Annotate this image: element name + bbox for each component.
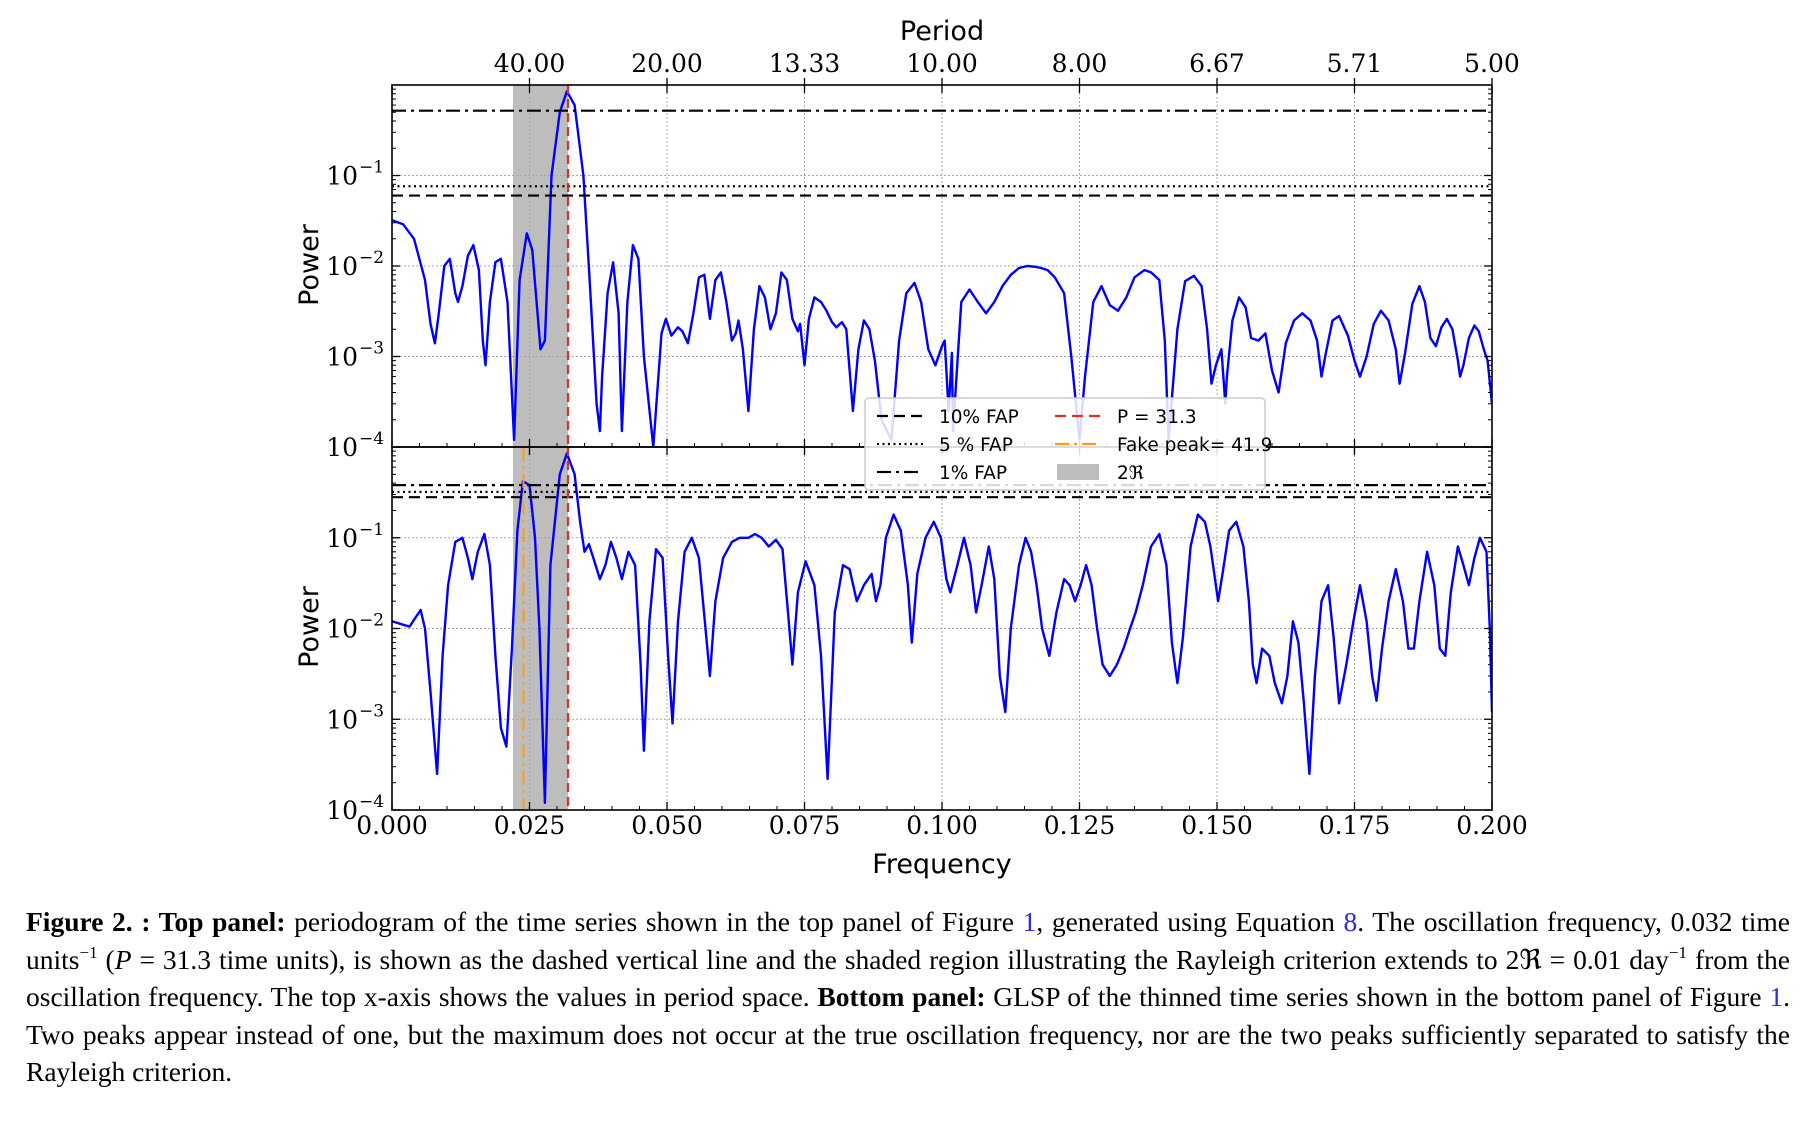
x-tick-label: 0.075	[769, 811, 841, 840]
period-tick-label: 10.00	[906, 49, 978, 78]
legend-entry-label: 10% FAP	[939, 407, 1019, 428]
period-tick-label: 6.67	[1189, 49, 1245, 78]
y-tick-exponent: −1	[359, 158, 384, 178]
caption-text-7: GLSP of the thinned time series shown in…	[985, 981, 1770, 1012]
x-tick-label: 0.025	[494, 811, 566, 840]
y-tick-exponent: −2	[359, 248, 384, 268]
caption-bottom-title: Bottom panel:	[817, 981, 986, 1012]
y-tick-label: 10	[326, 433, 358, 462]
period-tick-label: 40.00	[494, 49, 566, 78]
x-tick-label: 0.175	[1319, 811, 1391, 840]
period-axis-ticks: 40.00 20.00 13.33 10.00 8.00 6.67 5.71 5.00	[494, 49, 1520, 85]
y-tick-exponent: −4	[359, 792, 384, 812]
caption-figure-ref-1[interactable]: 1	[1022, 906, 1037, 937]
caption-separator: :	[132, 906, 159, 937]
caption-equation-ref[interactable]: 8	[1343, 906, 1358, 937]
legend: 10% FAP 5 % FAP 1% FAP P = 31.3 Fake peak= 4…	[864, 397, 1272, 491]
x-tick-label: 0.100	[906, 811, 978, 840]
bottom-panel-y-label: Power	[294, 585, 325, 668]
x-axis-label: Frequency	[872, 849, 1012, 880]
caption-figure-ref-3[interactable]: 1	[1769, 981, 1784, 1012]
y-tick-label: 10	[326, 705, 358, 734]
caption-text-5: = 31.3 time units), is shown as the dash…	[131, 943, 1669, 975]
y-tick-exponent: −3	[359, 339, 384, 359]
x-tick-label: 0.050	[631, 811, 703, 840]
period-tick-label: 5.00	[1464, 49, 1520, 78]
y-tick-label: 10	[326, 796, 358, 825]
caption-superscript-1: −1	[79, 942, 98, 962]
caption-text-3: . The oscillation frequency, 0.032 time …	[26, 906, 1790, 975]
period-tick-label: 13.33	[769, 49, 841, 78]
period-axis-label: Period	[900, 16, 984, 47]
y-tick-exponent: −1	[359, 520, 384, 540]
periodogram-figure: 10−410−310−210−1 10−410−310−210−1 0.000 0…	[294, 16, 1528, 880]
y-tick-label: 10	[326, 162, 358, 191]
period-tick-label: 8.00	[1052, 49, 1108, 78]
x-tick-label: 0.125	[1044, 811, 1116, 840]
caption-period-symbol: P	[114, 943, 132, 975]
caption-text-6: from the oscillation frequency. The top …	[26, 943, 1790, 1013]
caption-figure-label: Figure 2.	[26, 906, 133, 937]
legend-entry-label: 1% FAP	[939, 463, 1007, 484]
legend-entry-label: P = 31.3	[1117, 407, 1197, 428]
y-tick-exponent: −2	[359, 611, 384, 631]
period-tick-label: 5.71	[1327, 49, 1383, 78]
y-tick-exponent: −3	[359, 701, 384, 721]
x-tick-label: 0.000	[356, 811, 428, 840]
legend-entry-label: 5 % FAP	[939, 435, 1013, 456]
y-tick-exponent: −4	[359, 429, 384, 449]
y-tick-label: 10	[326, 615, 358, 644]
legend-entry-label: Fake peak= 41.9	[1117, 435, 1272, 456]
x-tick-label: 0.150	[1181, 811, 1253, 840]
caption-text-8: . Two peaks appear instead of one, but t…	[26, 981, 1790, 1087]
period-tick-label: 20.00	[631, 49, 703, 78]
bottom-panel: 10−410−310−210−1	[326, 447, 1493, 825]
caption-top-title: Top panel:	[158, 906, 286, 937]
y-tick-label: 10	[326, 343, 358, 372]
caption-text-4: (	[97, 943, 115, 975]
y-tick-label: 10	[326, 524, 358, 553]
caption-text-1: periodogram of the time series shown in …	[285, 906, 1023, 937]
y-tick-label: 10	[326, 252, 358, 281]
figure-caption: Figure 2. : Top panel: periodogram of th…	[26, 903, 1790, 1091]
x-tick-label: 0.200	[1456, 811, 1528, 840]
caption-superscript-2: −1	[1668, 942, 1688, 962]
power-spectrum-line	[392, 90, 1492, 447]
power-spectrum-line	[392, 452, 1492, 804]
caption-text-2: , generated using Equation	[1036, 906, 1344, 937]
legend-entry-label: 2ℜ	[1117, 463, 1144, 484]
top-panel-y-label: Power	[294, 223, 325, 306]
x-axis-ticks: 0.000 0.025 0.050 0.075 0.100 0.125 0.150 0.175…	[356, 85, 1528, 840]
legend-handle-patch	[1057, 464, 1099, 480]
